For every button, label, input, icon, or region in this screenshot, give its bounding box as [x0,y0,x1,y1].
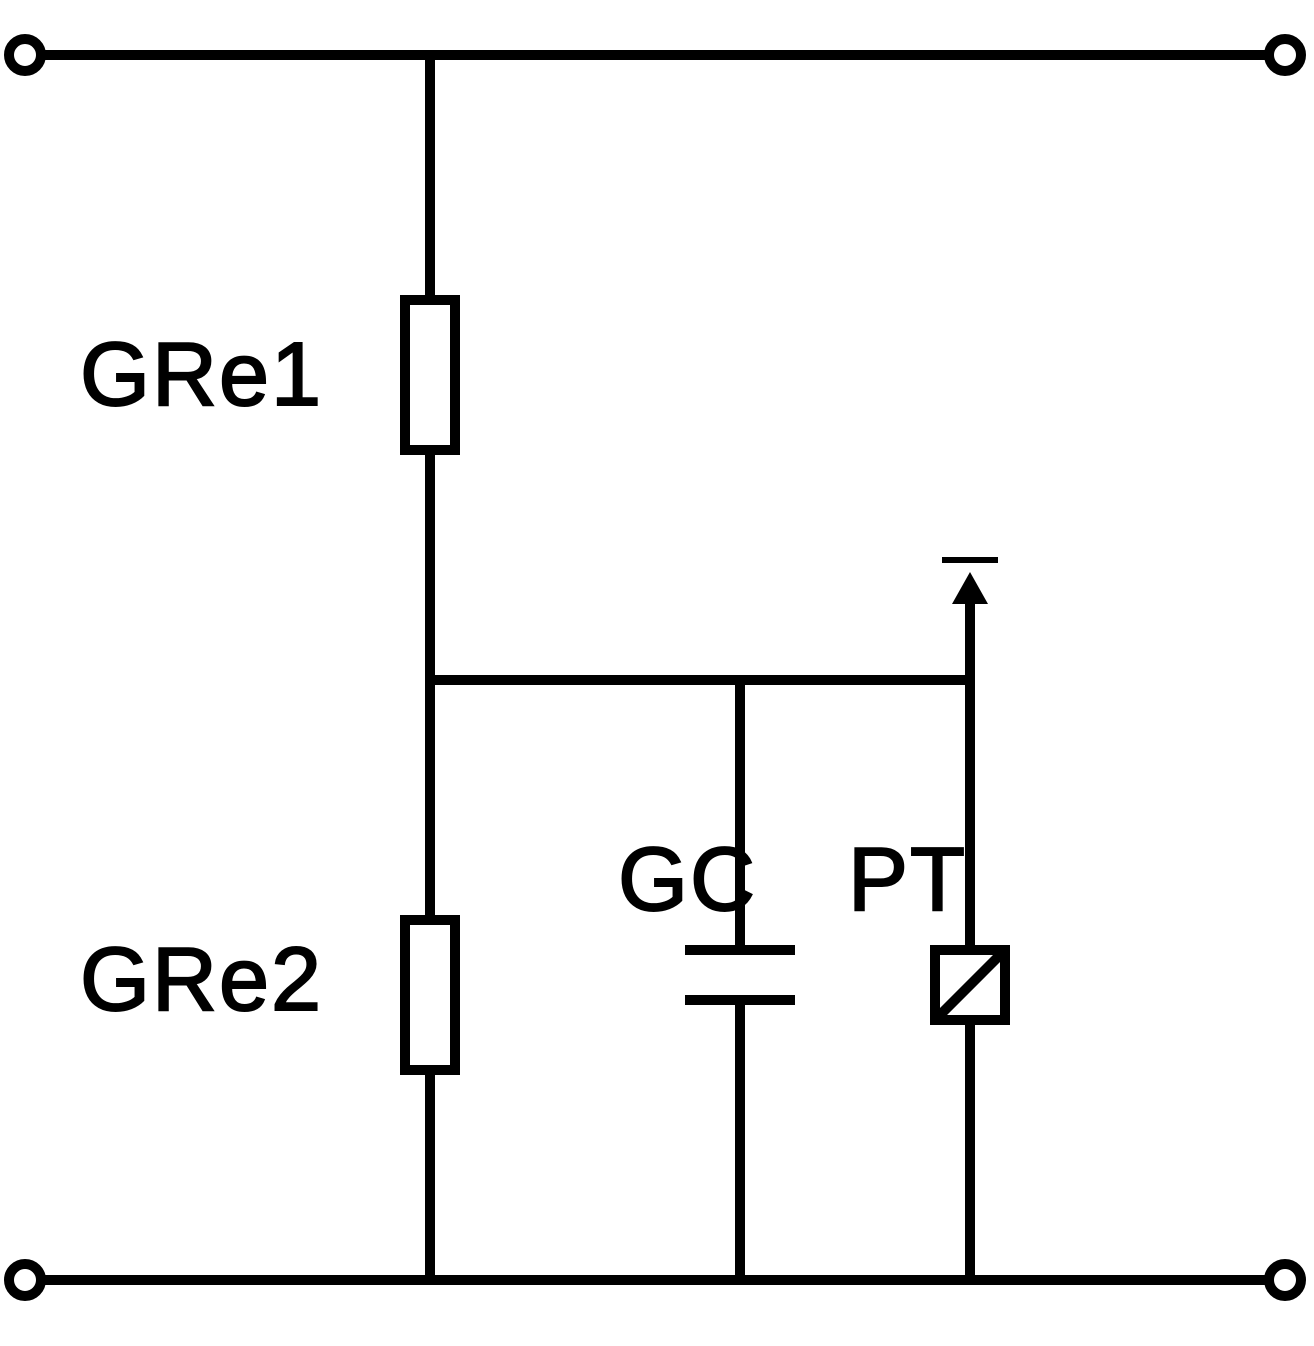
label-gre1: GRe1 [80,325,323,425]
gre1-resistor [405,300,455,450]
gre2-resistor [405,920,455,1070]
pt-arrow-head [952,572,988,604]
label-gc: GC [618,830,757,930]
terminal-top-right [1269,39,1301,71]
terminal-bottom-right [1269,1264,1301,1296]
terminal-top-left [9,39,41,71]
label-gre2: GRe2 [80,930,323,1030]
terminal-bottom-left [9,1264,41,1296]
label-pt: PT [848,830,967,930]
